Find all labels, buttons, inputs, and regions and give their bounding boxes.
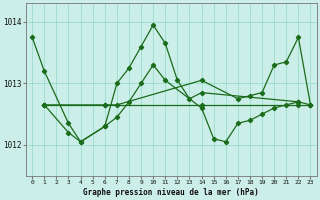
X-axis label: Graphe pression niveau de la mer (hPa): Graphe pression niveau de la mer (hPa) bbox=[84, 188, 259, 197]
